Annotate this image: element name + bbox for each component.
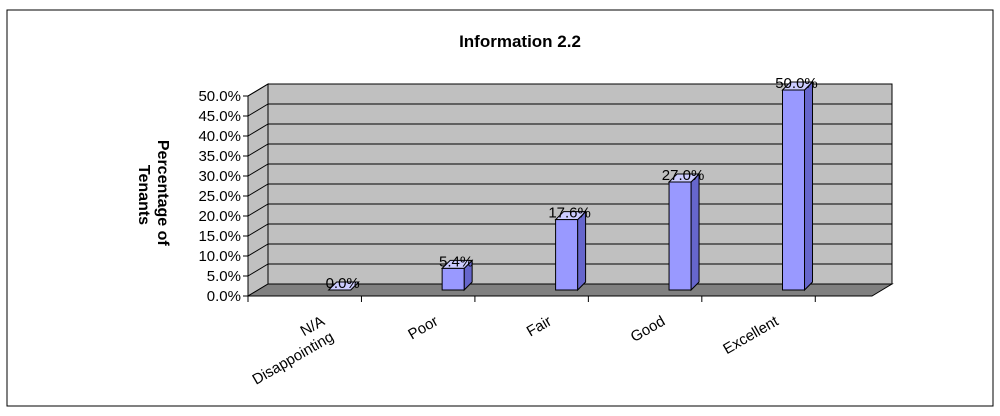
bar <box>782 89 806 291</box>
bar-side <box>804 80 814 292</box>
y-axis-title-line-2: Tenants <box>135 165 152 225</box>
y-tick-label: 45.0% <box>198 108 241 125</box>
bar-group: 17.6% <box>548 205 591 292</box>
bar-side <box>690 172 700 292</box>
bar-group: 50.0% <box>775 75 818 292</box>
y-tick-label: 20.0% <box>198 208 241 225</box>
chart-title: Information 2.2 <box>459 32 581 51</box>
gridline-side <box>247 163 269 177</box>
gridline-side <box>247 123 269 137</box>
y-tick-label: 25.0% <box>198 188 241 205</box>
bar-side <box>577 210 587 292</box>
y-axis-title-line-1: Percentage of <box>154 140 171 246</box>
bar-top <box>327 281 360 291</box>
gridline-side <box>247 143 269 157</box>
y-tick-label: 5.0% <box>207 268 241 285</box>
gridline-side <box>247 263 269 277</box>
y-tick-label: 40.0% <box>198 128 241 145</box>
y-tick-label: 50.0% <box>198 88 241 105</box>
bar <box>668 181 692 291</box>
y-tick-label: 15.0% <box>198 228 241 245</box>
bar <box>441 267 465 291</box>
y-axis-title: Percentage of Tenants <box>135 140 171 250</box>
data-label: 27.0% <box>662 167 705 184</box>
gridline-side <box>247 83 269 97</box>
y-tick-label: 30.0% <box>198 168 241 185</box>
bar-group: 5.4% <box>439 253 474 292</box>
data-label: 5.4% <box>439 253 473 270</box>
bar <box>555 219 579 291</box>
bar-group: 0.0% <box>326 275 360 292</box>
y-tick-label: 10.0% <box>198 248 241 265</box>
gridline-side <box>247 243 269 257</box>
data-label: 50.0% <box>775 75 818 92</box>
y-tick-label: 35.0% <box>198 148 241 165</box>
gridline-side <box>247 103 269 117</box>
y-axis: 0.0% 5.0% 10.0% 15.0% 20.0% 25.0% 30.0% 35.0% 40… <box>198 88 248 305</box>
bars: 0.0% 5.4% 17.6% 27.0% 50.0% <box>326 75 818 292</box>
y-tick-label: 0.0% <box>207 288 241 305</box>
bar-group: 27.0% <box>662 167 705 292</box>
data-label: 17.6% <box>548 205 591 222</box>
gridline-side <box>247 203 269 217</box>
data-label: 0.0% <box>326 275 360 292</box>
gridline-side <box>247 223 269 237</box>
gridline-side <box>247 183 269 197</box>
